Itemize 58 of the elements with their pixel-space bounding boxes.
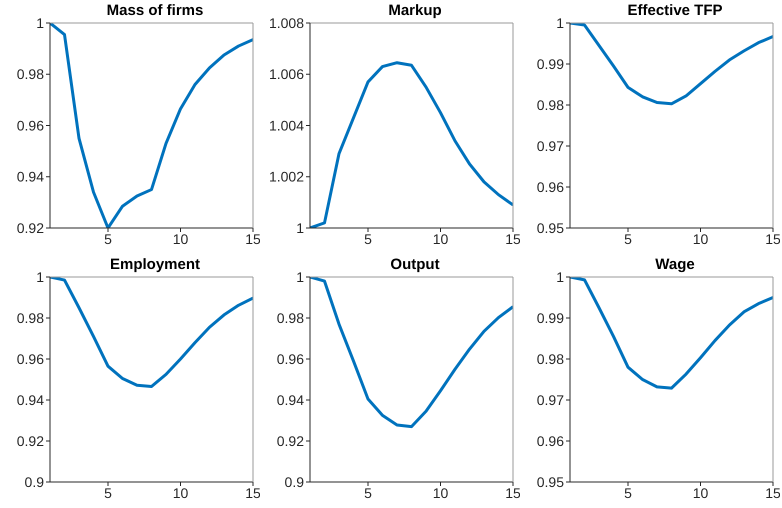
x-tick-label: 5 (624, 484, 632, 501)
y-tick-label: 0.99 (536, 56, 564, 72)
y-tick-label: 0.98 (276, 310, 304, 326)
chart-title: Mass of firms (106, 2, 204, 19)
y-tick-label: 0.96 (16, 350, 44, 367)
x-tick-label: 10 (432, 230, 448, 247)
chart-title: Employment (110, 256, 200, 273)
y-tick-label: 0.98 (536, 96, 564, 113)
x-tick-label: 10 (172, 230, 188, 247)
chart-title: Effective TFP (627, 2, 723, 19)
y-tick-label: 1 (36, 268, 44, 285)
y-tick-label: 0.97 (536, 138, 564, 154)
y-tick-label: 0.92 (276, 432, 304, 449)
y-tick-label: 0.97 (536, 392, 564, 408)
x-tick-label: 5 (364, 230, 372, 247)
y-tick-label: 0.92 (16, 220, 44, 236)
x-tick-label: 5 (104, 230, 112, 247)
y-tick-label: 0.98 (16, 66, 44, 82)
x-tick-label: 10 (692, 484, 708, 501)
chart-title: Wage (655, 256, 695, 273)
y-tick-label: 1.006 (268, 66, 304, 82)
y-tick-label: 0.96 (16, 117, 44, 134)
y-tick-label: 1 (296, 220, 304, 236)
y-tick-label: 1 (296, 268, 304, 285)
x-tick-label: 15 (505, 230, 521, 247)
y-tick-label: 1 (556, 268, 564, 285)
x-tick-label: 15 (765, 484, 781, 501)
y-tick-label: 0.9 (284, 474, 304, 490)
y-tick-label: 1.002 (268, 168, 304, 185)
y-tick-label: 0.98 (536, 350, 564, 367)
y-tick-label: 0.96 (276, 350, 304, 367)
y-tick-label: 0.95 (536, 474, 564, 490)
x-tick-label: 5 (104, 484, 112, 501)
x-tick-label: 10 (172, 484, 188, 501)
y-tick-label: 1.004 (268, 117, 304, 134)
x-tick-label: 5 (624, 230, 632, 247)
y-tick-label: 0.92 (16, 432, 44, 449)
y-tick-label: 1.008 (268, 14, 304, 31)
chart-title: Markup (388, 2, 442, 19)
y-tick-label: 0.96 (536, 432, 564, 449)
x-tick-label: 15 (505, 484, 521, 501)
y-tick-label: 0.99 (536, 310, 564, 326)
x-tick-label: 15 (765, 230, 781, 247)
y-tick-label: 0.94 (16, 168, 44, 185)
y-tick-label: 0.95 (536, 220, 564, 236)
y-tick-label: 0.9 (24, 474, 44, 490)
x-tick-label: 10 (692, 230, 708, 247)
x-tick-label: 5 (364, 484, 372, 501)
y-tick-label: 1 (36, 14, 44, 31)
y-tick-label: 0.96 (536, 178, 564, 195)
y-tick-label: 0.94 (276, 392, 304, 408)
y-tick-label: 0.94 (16, 392, 44, 408)
x-tick-label: 15 (245, 230, 261, 247)
chart-title: Output (390, 256, 440, 273)
y-tick-label: 1 (556, 14, 564, 31)
x-tick-label: 10 (432, 484, 448, 501)
x-tick-label: 15 (245, 484, 261, 501)
y-tick-label: 0.98 (16, 310, 44, 326)
